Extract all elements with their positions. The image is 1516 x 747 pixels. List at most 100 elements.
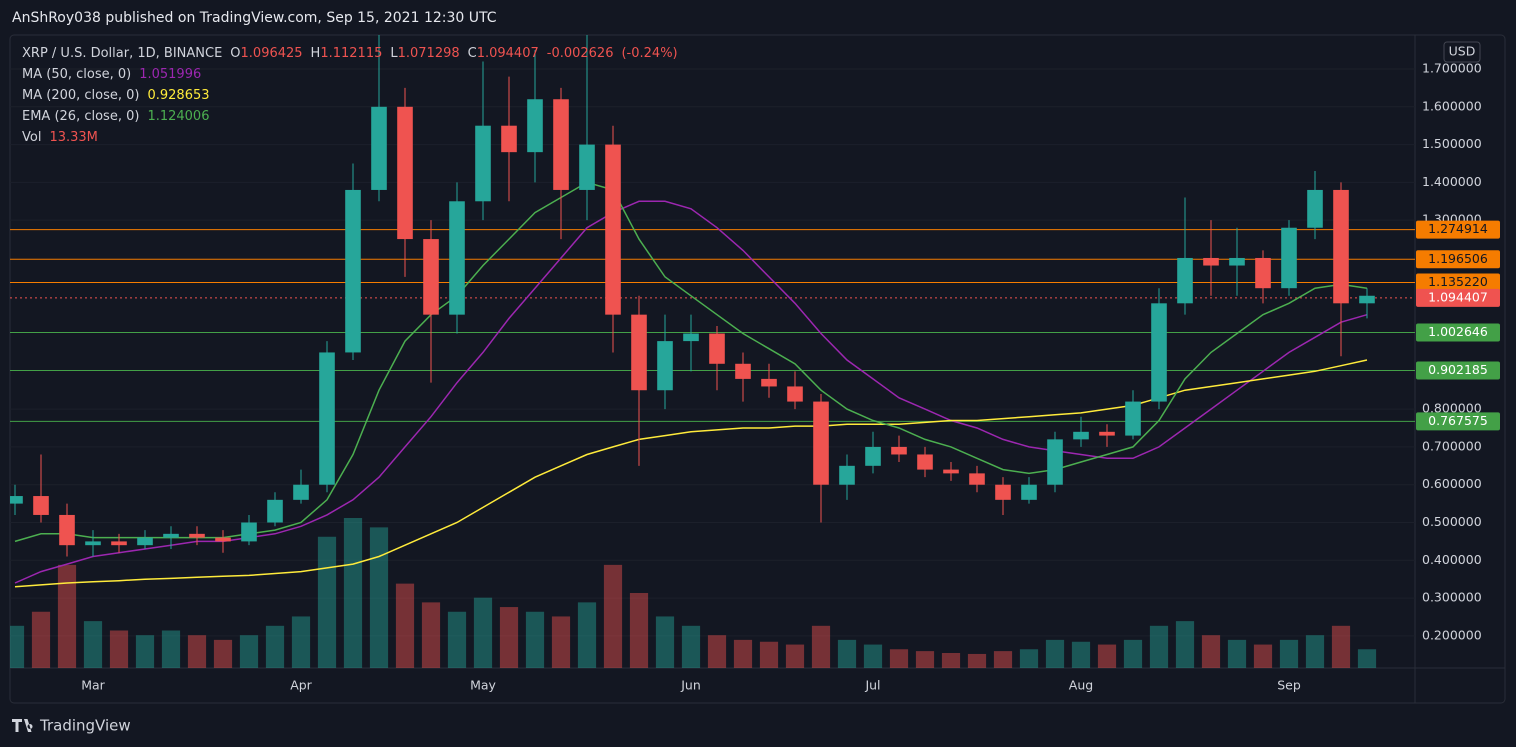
volume-bar	[395, 583, 415, 668]
candle-body	[1203, 257, 1219, 266]
y-tick-label: 0.200000	[1422, 627, 1482, 642]
volume-bar	[83, 621, 103, 668]
candle-body	[813, 401, 829, 485]
x-tick-label: Mar	[81, 678, 105, 693]
candles	[10, 35, 1375, 557]
candle-body	[1021, 484, 1037, 500]
y-tick-label: 1.500000	[1422, 136, 1482, 151]
volume-bar	[369, 527, 389, 668]
y-tick-label: 0.800000	[1422, 401, 1482, 416]
quote-letter: L	[390, 46, 398, 61]
volume-bar	[551, 616, 571, 668]
y-tick-label: 0.300000	[1422, 590, 1482, 605]
candle-body	[59, 514, 75, 546]
volume-bar	[499, 607, 519, 668]
candle-body	[631, 314, 647, 391]
candle-body	[137, 537, 153, 546]
price-level-label: 1.135220	[1428, 274, 1488, 289]
volume-bar	[837, 639, 857, 668]
volume-bar	[265, 625, 285, 668]
price-level-badge	[1416, 412, 1500, 431]
volume-bar	[1357, 649, 1377, 668]
volume-bar	[993, 651, 1013, 668]
volume-bar	[1149, 625, 1169, 668]
candle-body	[1333, 189, 1349, 304]
indicators	[14, 181, 1368, 588]
candle-body	[1151, 303, 1167, 402]
candle-body	[475, 125, 491, 202]
price-level-badge	[1416, 288, 1500, 307]
volume-bar	[1045, 639, 1065, 668]
candle-body	[839, 465, 855, 485]
volume-bar	[1019, 649, 1039, 668]
candle-body	[423, 239, 439, 315]
volume-name: Vol	[22, 130, 41, 145]
candle-body	[735, 363, 751, 379]
price-level-label: 1.274914	[1428, 221, 1488, 236]
x-tick-label: May	[470, 678, 496, 693]
candle-body	[943, 469, 959, 474]
candle-body	[1281, 227, 1297, 289]
volume-bar	[10, 625, 25, 668]
volume-bar	[941, 653, 961, 668]
currency-badge[interactable]	[1443, 41, 1481, 63]
candle-body	[319, 352, 335, 485]
candle-body	[1359, 295, 1375, 304]
candle-body	[10, 496, 23, 504]
volume-bar	[473, 597, 493, 668]
volume-bar	[681, 625, 701, 668]
x-tick-label: Aug	[1069, 678, 1093, 693]
volume-bar	[161, 630, 181, 668]
volume-bar	[187, 635, 207, 668]
volume-bar	[915, 651, 935, 668]
candle-body	[917, 454, 933, 470]
volume-bar	[1071, 641, 1091, 668]
volume-value: 13.33M	[49, 130, 97, 145]
footer-logo[interactable]: TradingView	[12, 717, 131, 735]
quote-value: 1.096425	[241, 46, 303, 61]
volume-pane	[10, 518, 1377, 668]
candle-body	[865, 446, 881, 466]
candle-body	[293, 484, 309, 500]
volume-bar	[1253, 644, 1273, 668]
candle-body	[501, 125, 517, 153]
volume-bar	[655, 616, 675, 668]
indicator-legend: MA (50, close, 0) 1.051996	[22, 67, 201, 82]
y-tick-label: 0.600000	[1422, 476, 1482, 491]
volume-bar	[577, 602, 597, 668]
volume-bar	[239, 635, 259, 668]
candle-body	[33, 496, 49, 515]
candle-body	[215, 537, 231, 542]
price-level-badge	[1416, 273, 1500, 292]
logo-mark	[12, 719, 33, 732]
volume-bar	[31, 611, 51, 668]
x-tick-label: Jul	[864, 678, 880, 693]
chart-frame	[9, 34, 1506, 704]
currency: USD	[1449, 44, 1476, 59]
candle-body	[267, 499, 283, 523]
quote-change: -0.002626	[547, 46, 614, 61]
y-tick-label: 0.400000	[1422, 552, 1482, 567]
volume-bar	[421, 602, 441, 668]
indicator-value: 0.928653	[147, 88, 209, 103]
price-level-label: 1.196506	[1428, 251, 1488, 266]
volume-bar	[1123, 639, 1143, 668]
volume-bar	[447, 611, 467, 668]
candle-body	[787, 386, 803, 402]
footer-brand: TradingView	[39, 717, 131, 735]
symbol-title: XRP / U.S. Dollar, 1D, BINANCE	[22, 46, 222, 61]
quote-value: 1.071298	[398, 46, 460, 61]
candle-body	[1099, 431, 1115, 436]
candle-body	[657, 341, 673, 391]
volume-bar	[811, 625, 831, 668]
candle-body	[345, 189, 361, 353]
candle-body	[1125, 401, 1141, 436]
candle-body	[683, 333, 699, 342]
indicator-line	[14, 359, 1368, 588]
volume-bar	[57, 564, 77, 668]
indicator-line	[14, 200, 1368, 584]
quote-value: 1.094407	[477, 46, 539, 61]
volume-bar	[785, 644, 805, 668]
y-tick-label: 1.400000	[1422, 174, 1482, 189]
candle-body	[371, 106, 387, 190]
